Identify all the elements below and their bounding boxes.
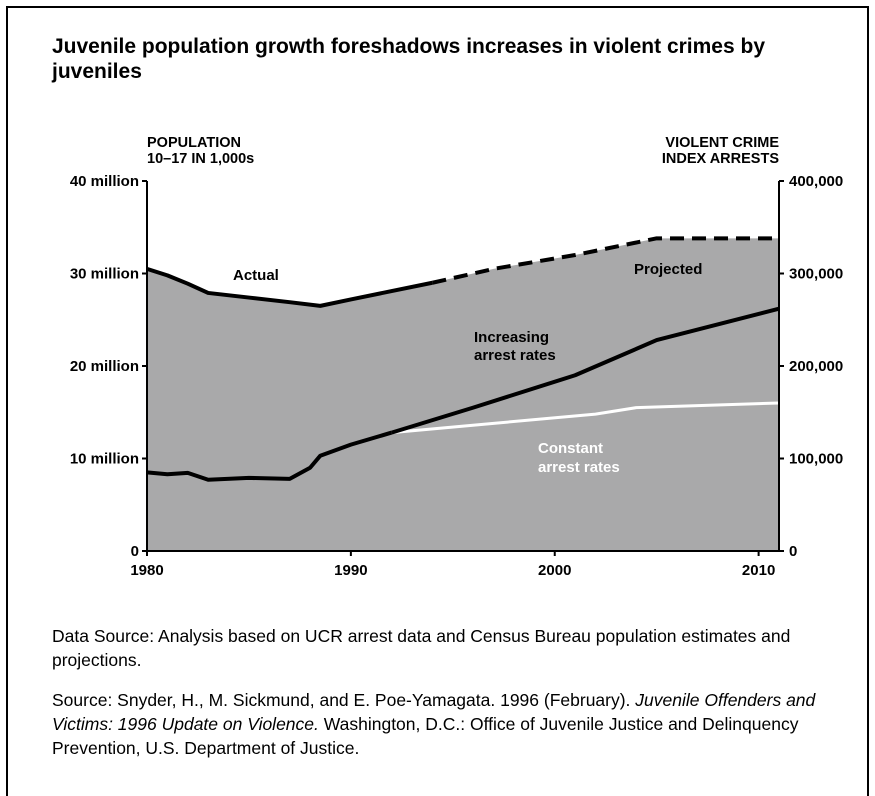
right-tick-label: 400,000 <box>789 173 843 190</box>
label-increasing-line2: arrest rates <box>474 347 556 364</box>
figure-frame <box>6 6 869 796</box>
label-actual: Actual <box>233 267 279 284</box>
x-tick-label: 2010 <box>742 562 775 579</box>
increasing-arrest-rates-line <box>391 306 780 435</box>
source-suffix: Washington, D.C.: Office of Juvenile Jus… <box>52 714 799 758</box>
x-tick-label: 1990 <box>334 562 367 579</box>
population-projected-line <box>431 236 779 285</box>
data-source-note: Data Source: Analysis based on UCR arres… <box>52 626 791 670</box>
chart-title: Juvenile population growth foreshadows i… <box>52 35 766 83</box>
right-axis-label-line1: VIOLENT CRIME <box>665 135 779 151</box>
left-tick-label: 30 million <box>70 266 139 283</box>
chart: POPULATION 10–17 IN 1,000s VIOLENT CRIME… <box>70 135 843 579</box>
source-title: Juvenile Offenders and Victims: 1996 Upd… <box>52 690 816 734</box>
right-tick-label: 100,000 <box>789 451 843 468</box>
left-axis-label-line2: 10–17 IN 1,000s <box>147 151 254 167</box>
constant-arrest-rates-line <box>391 401 780 435</box>
source-prefix: Source: Snyder, H., M. Sickmund, and E. … <box>52 690 636 710</box>
source-citation: Source: Snyder, H., M. Sickmund, and E. … <box>52 688 842 760</box>
label-constant-line1: Constant <box>538 440 603 457</box>
right-axis-label-line2: INDEX ARRESTS <box>662 151 779 167</box>
left-tick-label: 0 <box>131 543 139 560</box>
right-tick-label: 300,000 <box>789 266 843 283</box>
left-axis-label-line1: POPULATION <box>147 135 241 151</box>
left-tick-label: 10 million <box>70 451 139 468</box>
label-projected: Projected <box>634 261 702 278</box>
population-actual-line <box>146 266 433 308</box>
arrests-actual-line <box>146 430 393 482</box>
x-tick-label: 1980 <box>130 562 163 579</box>
left-tick-label: 40 million <box>70 173 139 190</box>
label-constant-line2: arrest rates <box>538 459 620 476</box>
label-increasing-line1: Increasing <box>474 329 549 346</box>
population-area <box>147 238 779 551</box>
right-tick-label: 0 <box>789 543 797 560</box>
x-tick-label: 2000 <box>538 562 571 579</box>
left-tick-label: 20 million <box>70 358 139 375</box>
right-tick-label: 200,000 <box>789 358 843 375</box>
